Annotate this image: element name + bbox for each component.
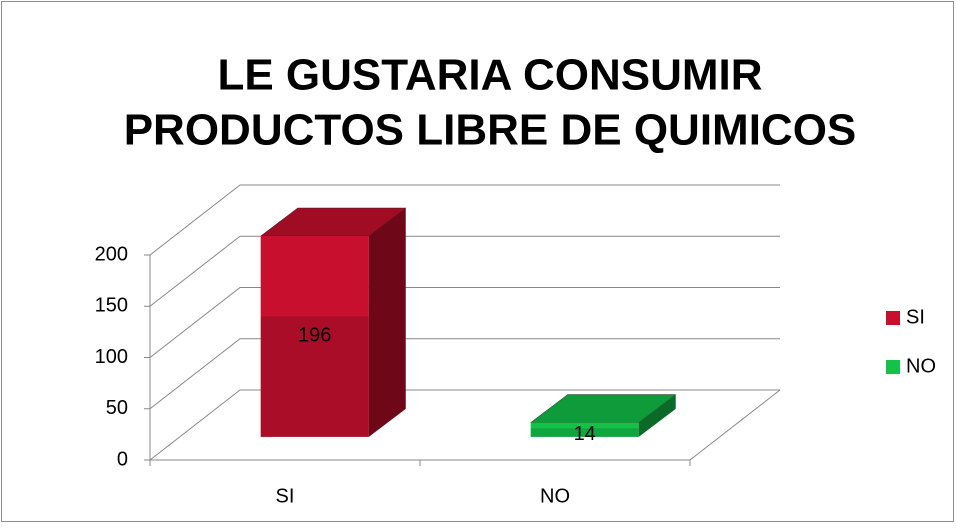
legend-label: NO	[906, 355, 936, 377]
bar-side	[638, 394, 676, 437]
chart-title-line: LE GUSTARIA CONSUMIR	[217, 51, 762, 100]
legend-swatch	[886, 311, 900, 325]
x-tick-label: SI	[276, 485, 295, 507]
grid-line	[149, 235, 780, 307]
chart-title-line: PRODUCTOS LIBRE DE QUIMICOS	[124, 106, 857, 155]
bar-side	[368, 208, 406, 437]
grid-line	[149, 389, 780, 461]
bar-top-shade	[260, 208, 406, 236]
y-tick-label: 0	[117, 448, 128, 470]
bar-top-shade	[530, 394, 676, 423]
grid-line	[149, 287, 780, 358]
bar-side-shade	[368, 208, 406, 437]
y-tick-label: 200	[95, 243, 128, 265]
data-label: 196	[298, 325, 331, 347]
bar-shade	[260, 316, 369, 437]
legend-swatch	[886, 360, 900, 374]
y-tick-label: 100	[95, 346, 128, 368]
floor-edge	[689, 389, 781, 461]
legend-label: SI	[906, 306, 925, 328]
bar-side-shade	[638, 394, 676, 437]
y-tick-label: 50	[106, 397, 128, 419]
x-tick-label: NO	[540, 485, 570, 507]
grid-line	[149, 338, 780, 410]
bar	[530, 422, 639, 437]
y-tick-label: 150	[95, 295, 128, 317]
bar-shade	[530, 428, 639, 437]
grid-line	[149, 184, 780, 256]
axis-lines	[145, 255, 781, 466]
data-label: 14	[574, 423, 596, 445]
bar	[260, 236, 369, 437]
